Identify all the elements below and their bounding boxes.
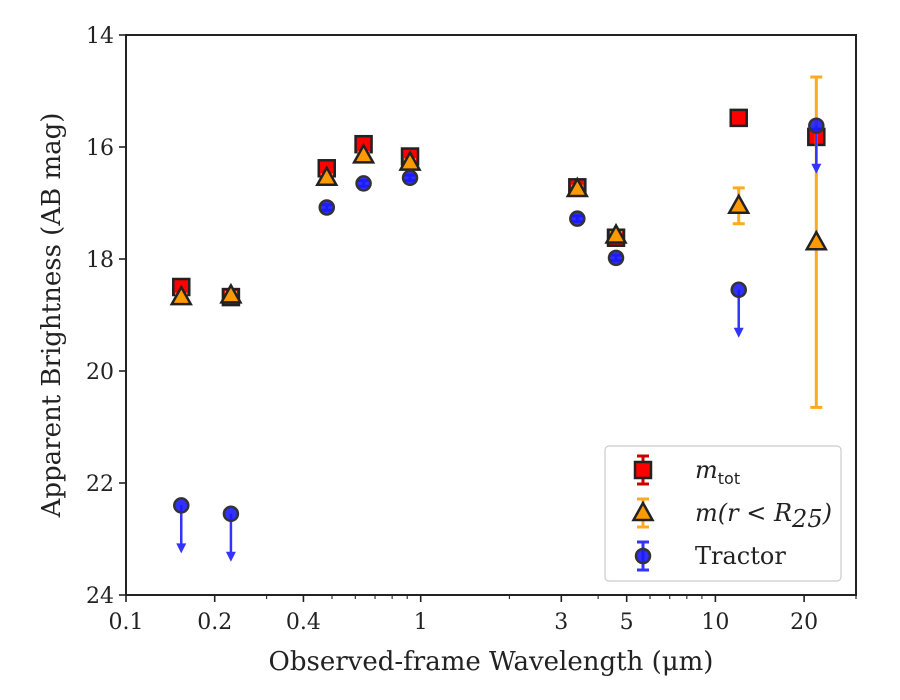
x-tick-label: 1 [414,610,428,635]
data-point [318,199,336,216]
data-point [565,176,589,198]
y-tick-label: 22 [86,472,114,497]
data-point [804,229,828,251]
legend-label: mtot [695,456,740,488]
legend-marker [631,500,655,522]
data-point [569,210,586,227]
data-point [729,108,748,128]
data-point [730,281,747,299]
y-axis-title: Apparent Brightness (AB mag) [37,113,67,519]
x-axis-title: Observed-frame Wavelength (μm) [269,647,714,677]
legend-label: Tractor [695,542,786,570]
legend-marker [634,547,652,565]
legend-entry: mtot [633,454,740,488]
data-point [169,284,193,306]
data-point [355,175,372,192]
x-tick-label: 0.2 [197,610,232,635]
x-tick-label: 0.1 [109,610,144,635]
plot-frame [125,34,857,596]
series-1 [169,75,828,409]
legend-entry: m(r < R25) [631,497,832,533]
data-point [727,193,751,215]
legend-box [604,445,842,582]
series-0 [172,108,826,307]
data-point [222,505,240,523]
data-point [401,169,419,187]
x-tick-label: 3 [554,610,568,635]
data-point [351,142,376,164]
data-point [173,497,190,514]
y-tick-label: 24 [86,584,114,609]
x-tick-label: 0.4 [286,610,321,635]
series-2 [173,117,825,562]
x-axis-ticks: 0.1 0.2 0.4 1 3 5 10 20 [109,595,857,635]
x-tick-label: 10 [701,610,729,635]
legend-entry: Tractor [634,540,786,572]
data-point [315,165,339,187]
x-tick-label: 20 [790,610,818,635]
legend: mtot m(r < R25) Tractor [604,445,842,582]
y-tick-label: 16 [86,136,114,161]
legend-label: m(r < R25) [695,499,832,533]
x-tick-label: 5 [620,610,634,635]
data-markers [169,75,828,562]
y-axis-ticks: 14 16 18 20 22 24 [86,24,126,609]
data-point [607,249,625,267]
data-point [604,222,628,244]
data-point [219,282,243,304]
y-tick-label: 18 [86,248,114,273]
y-tick-label: 20 [86,360,114,385]
y-tick-label: 14 [86,24,114,49]
legend-marker [633,460,653,480]
data-point [808,117,825,134]
